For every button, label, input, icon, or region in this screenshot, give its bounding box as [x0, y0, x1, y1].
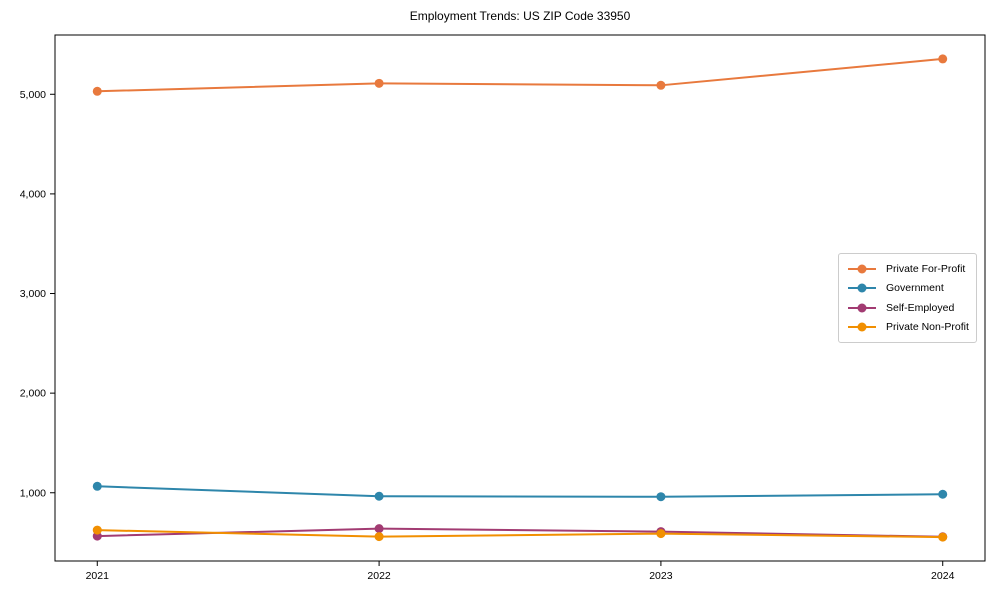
- plot-border: [54, 34, 986, 562]
- data-point-marker: [92, 86, 102, 96]
- x-tick-label: 2021: [86, 570, 110, 582]
- legend-label: Government: [886, 282, 944, 295]
- data-point-marker: [938, 489, 948, 499]
- legend-label: Private Non-Profit: [886, 320, 969, 333]
- legend-item: Government: [848, 279, 968, 297]
- legend-line-marker-icon: [848, 322, 876, 332]
- x-tick-label: 2022: [367, 570, 391, 582]
- legend-label: Private For-Profit: [886, 263, 966, 275]
- legend-line-marker-icon: [848, 283, 876, 293]
- data-point-marker: [938, 54, 948, 64]
- data-point-marker: [374, 524, 384, 534]
- data-point-marker: [92, 481, 102, 491]
- data-point-marker: [656, 80, 666, 90]
- data-point-marker: [92, 525, 102, 535]
- y-tick-label: 2,000: [20, 388, 46, 400]
- series-line: [97, 57, 943, 93]
- legend-line-marker-icon: [848, 303, 876, 313]
- x-tick-label: 2023: [649, 570, 673, 582]
- legend-line-marker-icon: [848, 264, 876, 274]
- data-point-marker: [656, 492, 666, 502]
- data-point-marker: [656, 529, 666, 539]
- data-point-marker: [374, 78, 384, 88]
- legend-label: Self-Employed: [886, 301, 955, 314]
- chart-title: Employment Trends: US ZIP Code 33950: [409, 9, 631, 23]
- data-point-marker: [374, 491, 384, 501]
- y-tick-label: 4,000: [20, 188, 46, 200]
- y-tick-label: 5,000: [20, 89, 46, 101]
- data-point-marker: [374, 532, 384, 542]
- legend-item: Self-Employed: [848, 299, 968, 317]
- legend-item: Private For-Profit: [848, 260, 968, 278]
- series-line: [97, 485, 943, 498]
- series-line: [97, 529, 943, 539]
- y-tick-label: 3,000: [20, 288, 46, 300]
- data-point-marker: [938, 532, 948, 542]
- legend-item: Private Non-Profit: [848, 318, 969, 336]
- y-tick-label: 1,000: [20, 487, 46, 499]
- x-tick-label: 2024: [931, 570, 955, 582]
- legend: Private For-Profit Government Self-Employe…: [838, 253, 977, 343]
